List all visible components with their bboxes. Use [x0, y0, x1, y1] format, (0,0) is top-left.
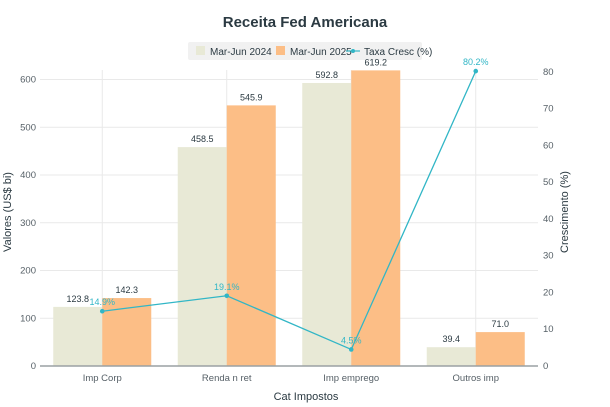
y-tick-label: 0 — [31, 361, 36, 372]
y2-tick-label: 60 — [543, 140, 554, 151]
growth-line: 14.9% 19.1% 4.5% 80.2% — [89, 57, 489, 352]
bar-value-label: 592.8 — [315, 70, 338, 80]
y2-tick-label: 80 — [543, 67, 554, 78]
bar-2024 — [302, 82, 352, 366]
bar-2025 — [102, 298, 152, 366]
y2-axis-title: Crescimento (%) — [559, 171, 571, 253]
y-tick-label: 600 — [20, 75, 36, 86]
y2-tick-label: 0 — [543, 361, 548, 372]
growth-point — [99, 308, 105, 314]
y-tick-label: 100 — [20, 313, 36, 324]
bar-2024 — [177, 147, 227, 366]
growth-point-label: 4.5% — [341, 335, 362, 345]
y-tick-label: 500 — [20, 122, 36, 133]
y-axis-left: 0 100 200 300 400 500 600 — [20, 75, 36, 372]
bar-value-label: 458.5 — [191, 134, 214, 144]
y-tick-label: 300 — [20, 218, 36, 229]
bar-value-label: 142.3 — [115, 285, 138, 295]
legend-label-series-a: Mar-Jun 2024 — [210, 47, 272, 58]
chart-title: Receita Fed Americana — [223, 14, 388, 31]
bar-2025 — [475, 332, 525, 366]
bar-value-label: 39.4 — [442, 334, 460, 344]
bar-2025 — [351, 70, 401, 367]
y-axis-title: Valores (US$ bi) — [2, 172, 14, 252]
y2-tick-label: 20 — [543, 287, 554, 298]
growth-point — [348, 347, 354, 352]
x-tick-label: Imp Corp — [83, 373, 122, 384]
y2-tick-label: 40 — [543, 214, 554, 225]
x-axis: Imp Corp Renda n ret Imp emprego Outros imp — [83, 373, 499, 384]
legend-swatch-line-marker — [351, 49, 355, 53]
bar-value-label: 123.8 — [66, 294, 89, 304]
growth-point — [473, 68, 479, 74]
x-tick-label: Renda n ret — [202, 373, 252, 384]
bar-value-label: 71.0 — [491, 319, 509, 329]
legend-label-series-b: Mar-Jun 2025 — [290, 47, 352, 58]
legend-swatch-series-b — [276, 46, 285, 55]
growth-line-path — [102, 70, 477, 351]
x-tick-label: Imp emprego — [323, 373, 379, 384]
bar-value-label: 619.2 — [364, 57, 387, 67]
legend-swatch-series-a — [196, 46, 205, 55]
y2-tick-label: 30 — [543, 251, 554, 262]
growth-point-label: 80.2% — [463, 57, 489, 67]
growth-point-label: 14.9% — [89, 297, 115, 307]
x-tick-label: Outros imp — [453, 373, 499, 384]
y-tick-label: 200 — [20, 266, 36, 277]
y2-tick-label: 50 — [543, 177, 554, 188]
bar-2024 — [53, 306, 103, 366]
y-axis-right: 0 10 20 30 40 50 60 70 80 — [543, 67, 554, 372]
y2-tick-label: 10 — [543, 324, 554, 335]
bars: 123.8 142.3 458.5 545.9 592.8 619.2 39.4 71.0 — [40, 57, 538, 367]
growth-point-label: 19.1% — [214, 282, 240, 292]
legend: Mar-Jun 2024 Mar-Jun 2025 Taxa Cresc (%) — [188, 42, 432, 60]
bar-value-label: 545.9 — [240, 92, 263, 102]
bar-2024 — [426, 347, 476, 366]
legend-label-line: Taxa Cresc (%) — [364, 47, 432, 58]
x-axis-title: Cat Impostos — [274, 391, 339, 403]
y2-tick-label: 70 — [543, 104, 554, 115]
growth-point — [224, 293, 230, 299]
y-tick-label: 400 — [20, 170, 36, 181]
bar-2025 — [226, 105, 276, 367]
legend-background — [188, 42, 422, 60]
